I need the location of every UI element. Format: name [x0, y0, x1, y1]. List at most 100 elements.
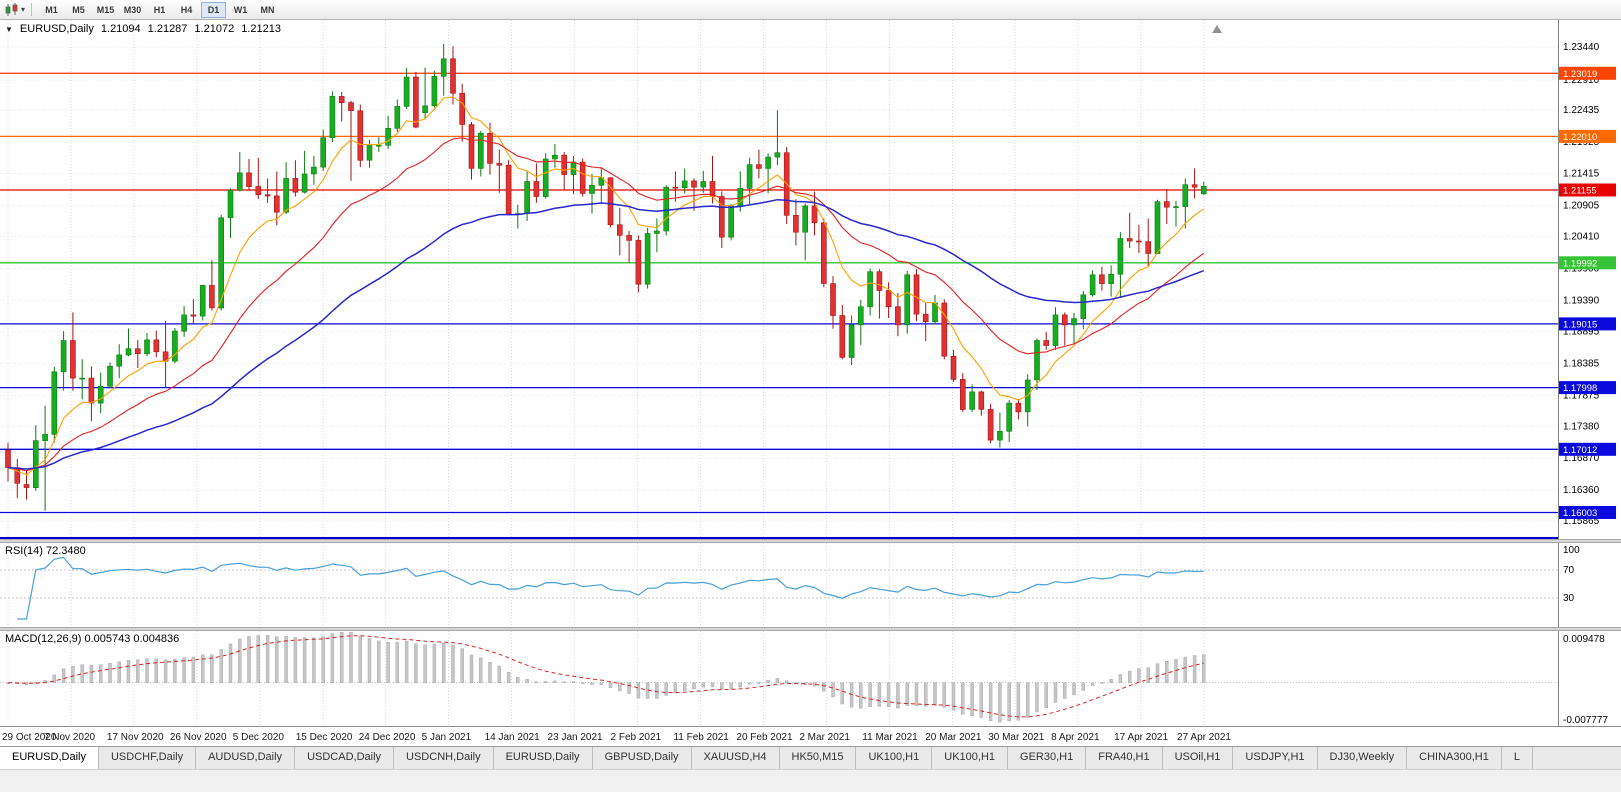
main-chart-panel: 1.234401.229101.224351.219251.214151.209…: [0, 20, 1621, 539]
date-label: 20 Mar 2021: [925, 732, 982, 743]
price-badge-1.19015[interactable]: 1.19015: [1559, 317, 1616, 331]
chart-tab-dj30-weekly[interactable]: DJ30,Weekly: [1317, 747, 1408, 769]
chart-tab-china300-h1[interactable]: CHINA300,H1: [1407, 747, 1502, 769]
rsi-line: [17, 556, 1204, 620]
timeframe-button-m1[interactable]: M1: [45, 4, 58, 15]
macd-signal-line: [7, 635, 1204, 718]
price-badge-1.23019[interactable]: 1.23019: [1559, 66, 1616, 80]
svg-text:-0.007777: -0.007777: [1563, 715, 1608, 726]
date-label: 27 Apr 2021: [1177, 732, 1231, 743]
main-chart-canvas[interactable]: 1.234401.229101.224351.219251.214151.209…: [0, 20, 1621, 539]
svg-text:1.18385: 1.18385: [1563, 358, 1600, 369]
timeframe-toolbar: ▾ M1 M5 M15 M30 H1 H4 D1 W1 MN: [0, 0, 1621, 20]
chart-tab-audusd-daily[interactable]: AUDUSD,Daily: [196, 747, 296, 769]
chart-tab-ger30-h1[interactable]: GER30,H1: [1008, 747, 1087, 769]
timeframe-button-h1[interactable]: H1: [153, 4, 166, 15]
date-label: 11 Mar 2021: [862, 732, 918, 743]
svg-text:1.15865: 1.15865: [1563, 516, 1600, 527]
ma-fast-line: [7, 96, 1205, 476]
chart-tab-usdchf-daily[interactable]: USDCHF,Daily: [98, 747, 197, 769]
chart-tab-usoil-h1[interactable]: USOil,H1: [1162, 747, 1234, 769]
rsi-axis-ticks: 100 70 30: [1563, 545, 1580, 604]
chevron-down-icon: ▾: [21, 5, 26, 14]
date-label: 5 Dec 2020: [232, 732, 284, 743]
svg-text:1.22010: 1.22010: [1563, 132, 1597, 143]
svg-text:70: 70: [1563, 565, 1575, 576]
date-label: 14 Jan 2021: [484, 732, 540, 743]
price-level-lines: [0, 72, 1558, 514]
chart-tab-usdcad-daily[interactable]: USDCAD,Daily: [295, 747, 395, 769]
svg-text:1.16003: 1.16003: [1563, 508, 1597, 519]
price-badge-1.17998[interactable]: 1.17998: [1559, 381, 1616, 395]
rsi-canvas[interactable]: 100 70 30: [0, 543, 1621, 627]
price-badge-1.19992[interactable]: 1.19992: [1559, 256, 1616, 270]
macd-histogram: [6, 632, 1206, 723]
ma-slow-line: [7, 198, 1205, 470]
svg-text:1.22910: 1.22910: [1563, 75, 1600, 86]
timeframe-button-h4[interactable]: H4: [180, 4, 193, 15]
svg-text:1.19992: 1.19992: [1563, 258, 1597, 269]
date-label: 29 Oct 2020: [2, 732, 57, 743]
date-label: 23 Jan 2021: [547, 732, 603, 743]
candlestick-chart-icon: [5, 2, 18, 16]
svg-text:1.19015: 1.19015: [1563, 319, 1597, 330]
chart-open-value: 1.21094: [100, 23, 141, 35]
timeframe-buttons: M1 M5 M15 M30 H1 H4 D1 W1 MN: [38, 1, 281, 18]
chart-low-value: 1.21072: [194, 23, 235, 35]
one-click-panel-arrow[interactable]: ▼: [5, 24, 13, 34]
chart-tab-uk100-h1[interactable]: UK100,H1: [856, 747, 933, 769]
timeframe-button-w1[interactable]: W1: [233, 4, 248, 15]
date-label: 7 Nov 2020: [43, 732, 96, 743]
chart-tab-bar: EURUSD,Daily USDCHF,Daily AUDUSD,Daily USDC…: [0, 746, 1621, 769]
chart-tab-hk50-m15[interactable]: HK50,M15: [779, 747, 857, 769]
svg-text:1.16870: 1.16870: [1563, 453, 1600, 464]
macd-axis-ticks: 0.009478 -0.007777: [1563, 634, 1608, 726]
timeframe-button-mn[interactable]: MN: [260, 4, 275, 15]
svg-text:1.23019: 1.23019: [1563, 69, 1597, 80]
chart-grid: [0, 20, 1558, 539]
rsi-grid: [0, 543, 1558, 627]
svg-text:1.17012: 1.17012: [1563, 445, 1597, 456]
rsi-indicator-panel: 100 70 30 RSI(14) 72.3480: [0, 543, 1621, 627]
date-label: 17 Apr 2021: [1114, 732, 1169, 743]
macd-canvas[interactable]: 0.009478 -0.007777: [0, 631, 1621, 726]
chart-tab-gbpusd-daily[interactable]: GBPUSD,Daily: [592, 747, 692, 769]
chart-tab-usdjpy-h1[interactable]: USDJPY,H1: [1233, 747, 1318, 769]
price-badge-1.17012[interactable]: 1.17012: [1559, 442, 1616, 456]
chart-symbol-label: EURUSD,Daily: [19, 23, 94, 35]
chart-shift-marker[interactable]: [1212, 25, 1222, 33]
date-label: 24 Dec 2020: [358, 732, 416, 743]
svg-text:1.21415: 1.21415: [1563, 169, 1600, 180]
chart-tab-fra40-h1[interactable]: FRA40,H1: [1086, 747, 1163, 769]
chart-tab-uk100-h1[interactable]: UK100,H1: [932, 747, 1009, 769]
timeframe-button-m30[interactable]: M30: [123, 4, 142, 15]
svg-text:1.17998: 1.17998: [1563, 383, 1597, 394]
chart-tab-l[interactable]: L: [1501, 747, 1533, 769]
price-badge-1.21155[interactable]: 1.21155: [1559, 183, 1616, 197]
svg-text:1.22435: 1.22435: [1563, 105, 1600, 116]
date-label: 15 Dec 2020: [295, 732, 353, 743]
chart-menu-button[interactable]: ▾: [4, 2, 26, 17]
svg-text:0.009478: 0.009478: [1563, 634, 1605, 645]
macd-label: MACD(12,26,9) 0.005743 0.004836: [5, 633, 180, 645]
panel-splitter[interactable]: [0, 539, 1621, 543]
rsi-label: RSI(14) 72.3480: [5, 545, 86, 557]
date-label: 8 Apr 2021: [1051, 732, 1100, 743]
panel-splitter[interactable]: [0, 627, 1621, 631]
chart-close-value: 1.21213: [241, 23, 281, 35]
date-label: 20 Feb 2021: [736, 732, 793, 743]
chart-tab-xauusd-h4[interactable]: XAUUSD,H4: [691, 747, 780, 769]
date-label: 2 Feb 2021: [610, 732, 662, 743]
macd-indicator-panel: 0.009478 -0.007777 MACD(12,26,9) 0.005743…: [0, 631, 1621, 726]
price-badge-1.22010[interactable]: 1.22010: [1559, 129, 1616, 143]
price-badge-1.16003[interactable]: 1.16003: [1559, 506, 1616, 519]
chart-tab-eurusd-daily[interactable]: EURUSD,Daily: [493, 747, 593, 769]
timeframe-button-m5[interactable]: M5: [72, 4, 85, 15]
chart-tab-usdcnh-daily[interactable]: USDCNH,Daily: [394, 747, 494, 769]
svg-text:100: 100: [1563, 545, 1580, 556]
timeframe-button-m15[interactable]: M15: [96, 4, 115, 15]
timeframe-button-d1[interactable]: D1: [201, 1, 227, 18]
svg-text:1.20410: 1.20410: [1563, 232, 1600, 243]
chart-tab-eurusd-daily[interactable]: EURUSD,Daily: [0, 747, 99, 769]
